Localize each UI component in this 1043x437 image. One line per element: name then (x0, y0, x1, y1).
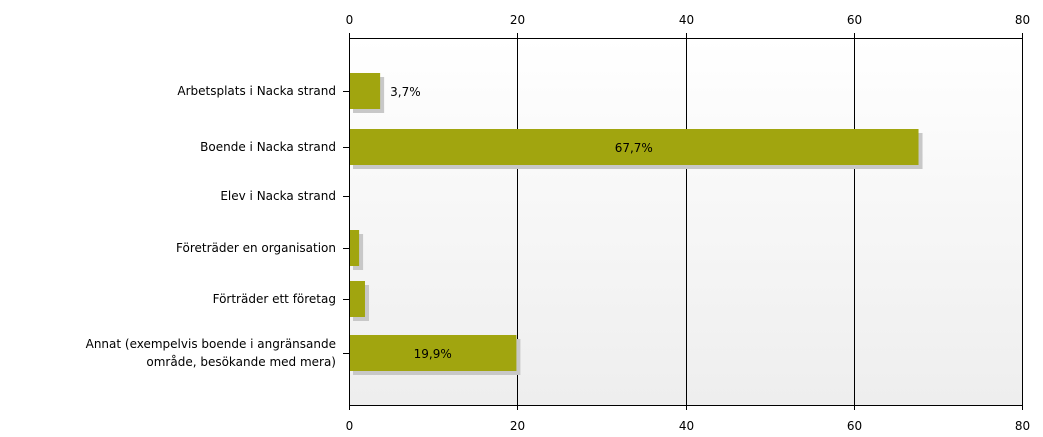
bar (349, 281, 365, 317)
data-label: 67,7% (615, 141, 653, 155)
category-label: Arbetsplats i Nacka strand (177, 84, 336, 98)
labels: 0 0 20 20 40 40 60 60 80 80 Arbetsplats i Nacka st… (86, 13, 1031, 433)
category-label: Företräder en organisation (176, 241, 336, 255)
x-tick-label-top: 0 (346, 13, 354, 27)
category-label: område, besökande med mera) (146, 355, 336, 369)
axes (343, 33, 1023, 410)
category-label: Annat (exempelvis boende i angränsande (86, 337, 336, 351)
bar (349, 129, 919, 165)
bars (349, 73, 923, 375)
x-tick-label-bottom: 60 (847, 419, 862, 433)
x-tick-label-top: 80 (1015, 13, 1030, 27)
x-tick-label-bottom: 40 (679, 419, 694, 433)
category-label: Elev i Nacka strand (220, 189, 336, 203)
bar (349, 335, 517, 371)
x-tick-label-bottom: 0 (346, 419, 354, 433)
category-label: Boende i Nacka strand (200, 140, 336, 154)
data-label: 3,7% (390, 85, 421, 99)
data-label: 19,9% (414, 347, 452, 361)
x-tick-label-top: 60 (847, 13, 862, 27)
x-tick-label-top: 40 (679, 13, 694, 27)
x-tick-label-bottom: 20 (510, 419, 525, 433)
x-tick-label-bottom: 80 (1015, 419, 1030, 433)
x-tick-label-top: 20 (510, 13, 525, 27)
bar (349, 73, 381, 109)
bar (349, 230, 360, 266)
category-label: Förträder ett företag (213, 292, 336, 306)
